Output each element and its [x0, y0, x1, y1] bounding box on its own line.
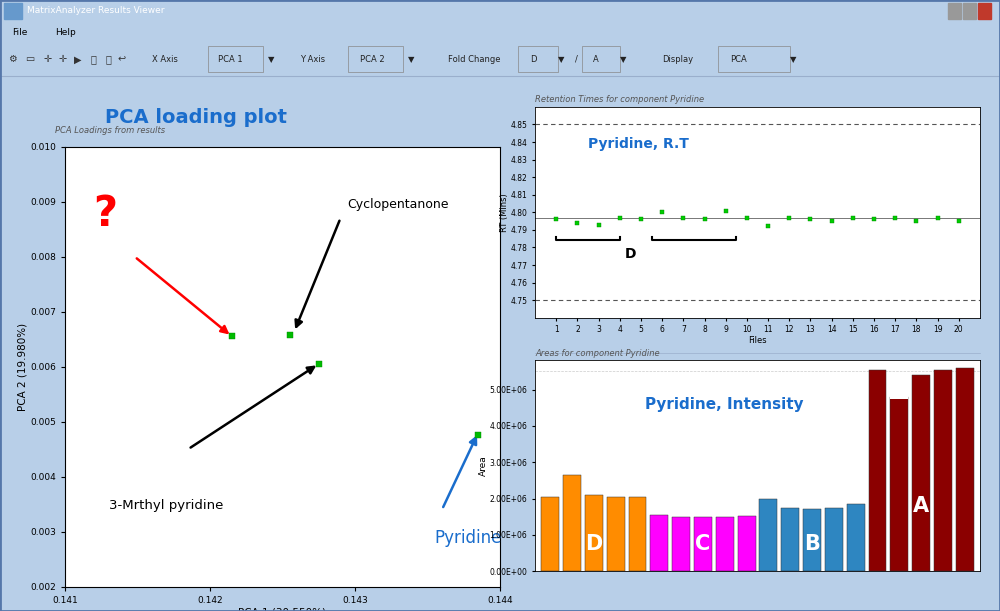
- Bar: [738, 516, 756, 571]
- Text: ▼: ▼: [408, 55, 415, 64]
- Text: ⚙: ⚙: [8, 54, 16, 64]
- Bar: [4, 3, 22, 19]
- Text: ▼: ▼: [620, 55, 626, 64]
- X-axis label: PCA 1 (30.550%): PCA 1 (30.550%): [239, 607, 326, 611]
- Bar: [672, 517, 690, 571]
- Bar: [963, 2, 976, 20]
- Text: Help: Help: [55, 28, 76, 37]
- Text: PCA 2: PCA 2: [360, 55, 385, 64]
- Text: MatrixAnalyzer Results Viewer: MatrixAnalyzer Results Viewer: [27, 7, 164, 15]
- Bar: [585, 495, 603, 571]
- Bar: [541, 497, 559, 571]
- Text: Retention Times for component Pyridine: Retention Times for component Pyridine: [535, 95, 704, 104]
- Text: Areas for component Pyridine: Areas for component Pyridine: [535, 349, 660, 357]
- Bar: [890, 397, 908, 571]
- Bar: [629, 497, 646, 571]
- Text: B: B: [804, 534, 820, 554]
- Text: Y Axis: Y Axis: [300, 55, 325, 64]
- Bar: [208, 46, 263, 73]
- Text: Pyridine, Intensity: Pyridine, Intensity: [645, 397, 804, 412]
- Text: X Axis: X Axis: [152, 55, 178, 64]
- Text: D: D: [585, 534, 603, 554]
- Bar: [650, 515, 668, 571]
- Y-axis label: Area: Area: [479, 456, 488, 476]
- Text: 3-Mrthyl pyridine: 3-Mrthyl pyridine: [109, 499, 223, 511]
- Bar: [518, 46, 558, 73]
- Text: ⦿: ⦿: [105, 54, 111, 64]
- Bar: [948, 2, 961, 20]
- Text: Display: Display: [662, 55, 693, 64]
- Bar: [912, 375, 930, 571]
- Text: C: C: [695, 534, 711, 554]
- Bar: [563, 475, 581, 571]
- Bar: [934, 370, 952, 571]
- Text: ✛: ✛: [44, 54, 52, 64]
- Bar: [718, 46, 790, 73]
- X-axis label: Files: Files: [748, 336, 767, 345]
- Text: ✕: ✕: [981, 7, 987, 13]
- Text: /: /: [575, 55, 578, 64]
- Text: Pyridine: Pyridine: [435, 529, 502, 547]
- Text: ⦿: ⦿: [90, 54, 96, 64]
- Text: A: A: [913, 496, 929, 516]
- Bar: [803, 509, 821, 571]
- Text: Fold Change: Fold Change: [448, 55, 501, 64]
- Text: ▭: ▭: [25, 54, 35, 64]
- Text: PCA: PCA: [730, 55, 747, 64]
- Bar: [890, 388, 908, 398]
- Text: ✛: ✛: [59, 54, 67, 64]
- Text: File: File: [12, 28, 27, 37]
- Text: ?: ?: [94, 192, 118, 235]
- Bar: [869, 370, 886, 571]
- Bar: [348, 46, 403, 73]
- Bar: [978, 2, 991, 20]
- Text: D: D: [530, 55, 536, 64]
- Text: ▼: ▼: [558, 55, 564, 64]
- Y-axis label: RT (Mins): RT (Mins): [500, 193, 509, 232]
- Text: ▼: ▼: [790, 55, 796, 64]
- Bar: [582, 46, 620, 73]
- Bar: [759, 499, 777, 571]
- Bar: [847, 504, 865, 571]
- Bar: [956, 368, 974, 571]
- Text: PCA loading plot: PCA loading plot: [105, 108, 287, 128]
- Bar: [694, 517, 712, 571]
- Text: A: A: [593, 55, 599, 64]
- Text: ▼: ▼: [268, 55, 274, 64]
- Text: Cyclopentanone: Cyclopentanone: [348, 198, 449, 211]
- Bar: [825, 508, 843, 571]
- Text: D: D: [625, 247, 636, 262]
- Text: ↩: ↩: [118, 54, 126, 64]
- Text: ▶: ▶: [74, 54, 82, 64]
- Bar: [716, 517, 734, 571]
- Text: PCA Loadings from results: PCA Loadings from results: [55, 126, 165, 135]
- Bar: [607, 497, 625, 571]
- Text: Pyridine, R.T: Pyridine, R.T: [588, 137, 689, 151]
- Bar: [781, 508, 799, 571]
- Y-axis label: PCA 2 (19.980%): PCA 2 (19.980%): [17, 323, 27, 411]
- Text: PCA 1: PCA 1: [218, 55, 243, 64]
